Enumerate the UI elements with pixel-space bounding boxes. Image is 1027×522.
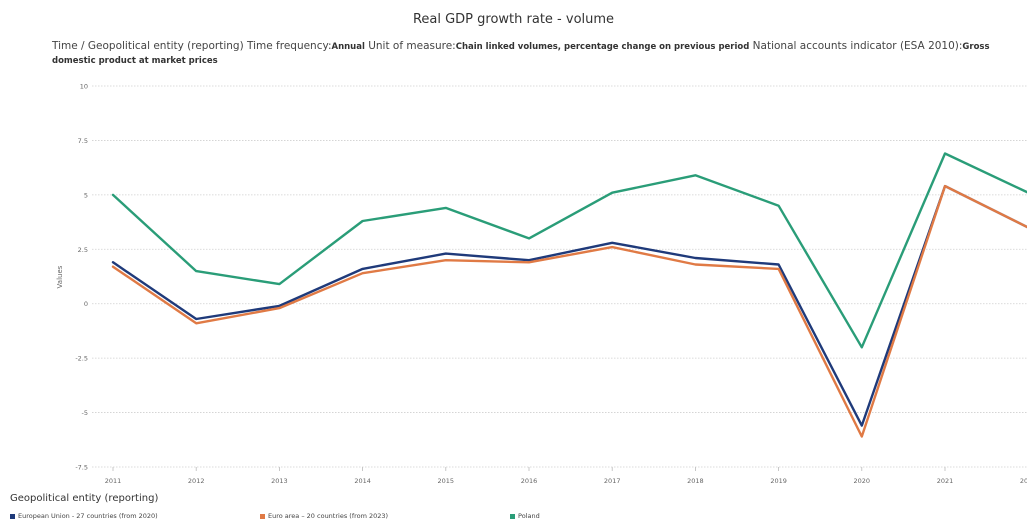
y-tick-label: -5	[82, 409, 88, 417]
y-axis-label: Values	[56, 265, 64, 288]
legend-label: Euro area – 20 countries (from 2023)	[268, 512, 389, 520]
y-tick-label: -7.5	[75, 464, 88, 472]
chart-subtitle: Time / Geopolitical entity (reporting) T…	[52, 40, 1002, 68]
x-tick-label: 2014	[354, 477, 371, 485]
legend-swatch	[510, 513, 515, 519]
x-tick-label: 2013	[271, 477, 288, 485]
legend-title: Geopolitical entity (reporting)	[10, 493, 159, 504]
series-line	[111, 184, 1027, 438]
chart-title: Real GDP growth rate - volume	[412, 12, 615, 27]
subtitle-key: Time / Geopolitical entity (reporting) T…	[52, 40, 332, 52]
y-tick-label: 0	[84, 300, 88, 308]
legend-swatch	[10, 513, 15, 519]
x-tick-label: 2016	[521, 477, 538, 485]
x-tick-label: 2017	[604, 477, 621, 485]
x-axis-ticks: 2011 2012 2013 2014 2015 2016 2017 2018 2019 2020…	[105, 467, 1027, 485]
x-tick-label: 2018	[687, 477, 704, 485]
legend-label: European Union - 27 countries (from 2020…	[18, 512, 158, 520]
x-tick-label: 2020	[854, 477, 871, 485]
legend-swatch	[260, 513, 265, 519]
x-tick-label: 2011	[105, 477, 122, 485]
y-tick-label: 5	[84, 191, 88, 199]
legend-item[interactable]: European Union - 27 countries (from 2020…	[10, 512, 158, 520]
x-tick-label: 2022	[1020, 477, 1027, 485]
y-tick-label: 7.5	[78, 137, 88, 145]
x-tick-label: 2015	[438, 477, 455, 485]
y-axis-ticks: 10 7.5 5 2.5 0 -2.5 -5 -7.5	[75, 83, 88, 472]
subtitle-key: National accounts indicator (ESA 2010):	[749, 40, 963, 52]
x-tick-label: 2012	[188, 477, 205, 485]
legend-item[interactable]: Poland	[510, 512, 540, 520]
subtitle-key: Unit of measure:	[364, 40, 456, 52]
legend-item[interactable]: Euro area – 20 countries (from 2023)	[260, 512, 388, 520]
x-tick-label: 2021	[937, 477, 954, 485]
series-lines	[111, 152, 1027, 438]
subtitle-value: Gross domestic product at market prices	[52, 42, 990, 66]
subtitle-value: Chain linked volumes, percentage change …	[455, 42, 750, 52]
legend-label: Poland	[518, 512, 540, 520]
y-tick-label: 10	[80, 83, 88, 91]
series-line	[111, 184, 1027, 427]
x-tick-label: 2019	[770, 477, 787, 485]
y-tick-label: 2.5	[78, 246, 88, 254]
series-line	[111, 152, 1027, 349]
y-tick-label: -2.5	[75, 355, 88, 363]
legend: European Union - 27 countries (from 2020…	[10, 512, 1010, 522]
subtitle-value: Annual	[331, 42, 365, 52]
